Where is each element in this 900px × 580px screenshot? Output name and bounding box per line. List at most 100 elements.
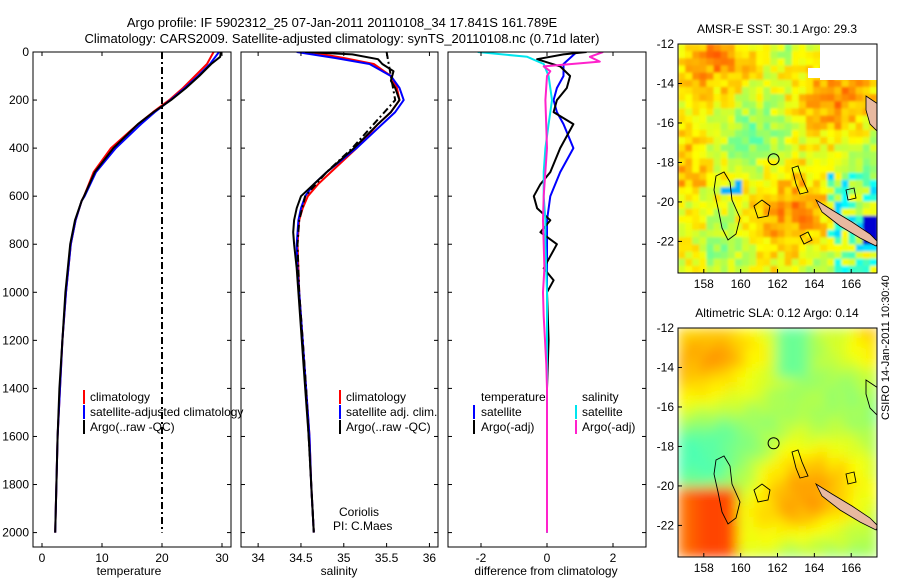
map-cell xyxy=(692,151,700,160)
map-cell xyxy=(777,222,786,231)
map-cell xyxy=(767,467,779,478)
map-cell xyxy=(841,230,850,238)
map-cell xyxy=(862,194,871,203)
map-cell xyxy=(834,194,843,203)
map-cell xyxy=(717,427,729,439)
map-cell xyxy=(757,417,769,429)
map-cell xyxy=(713,129,722,138)
map-cell xyxy=(685,101,693,110)
map-cell xyxy=(737,347,749,359)
map-cell xyxy=(756,44,764,52)
map-cell xyxy=(827,527,838,538)
map-cell xyxy=(707,477,719,488)
map-cell xyxy=(841,179,850,188)
map-cell xyxy=(820,244,828,253)
map-cell xyxy=(841,244,850,253)
map-cell xyxy=(770,265,779,273)
map-cell xyxy=(734,65,743,74)
map-cell xyxy=(805,165,814,174)
map-cell xyxy=(717,397,729,409)
map-cell xyxy=(791,172,800,181)
map-cell xyxy=(727,158,736,167)
map-cell xyxy=(813,115,821,124)
map-cell xyxy=(867,337,877,349)
map-cell xyxy=(770,151,779,160)
x-tick-label: 30 xyxy=(215,551,229,565)
legend-label-temp-satellite: satellite xyxy=(481,405,522,419)
map-cell xyxy=(699,65,708,74)
sla-map-panel: Altimetric SLA: 0.12 Argo: 0.14 158 160 16… xyxy=(657,306,878,575)
map-cell xyxy=(770,51,779,59)
map-cell xyxy=(834,151,843,160)
map-cell xyxy=(747,387,759,399)
map-cell xyxy=(747,407,759,419)
map-cell xyxy=(699,230,708,238)
map-cell xyxy=(678,51,686,59)
map-cell xyxy=(837,447,848,459)
map-cell xyxy=(784,144,793,152)
map-cell xyxy=(797,357,808,369)
map-cell xyxy=(847,447,858,459)
map-cell xyxy=(692,165,700,174)
map-y-tick-label: -16 xyxy=(657,116,675,130)
map-cell xyxy=(827,137,835,145)
map-cell xyxy=(763,108,771,117)
map-cell xyxy=(847,547,858,557)
map-cell xyxy=(813,137,821,145)
map-cell xyxy=(862,179,871,188)
map-cell xyxy=(847,457,858,468)
map-cell xyxy=(791,222,800,231)
map-cell xyxy=(805,230,814,238)
map-cell xyxy=(805,101,814,110)
map-cell xyxy=(685,222,693,231)
map-cell xyxy=(734,44,743,52)
map-cell xyxy=(717,417,729,429)
map-cell xyxy=(678,537,689,548)
map-cell xyxy=(777,527,789,538)
map-x-tick-label: 164 xyxy=(804,277,824,291)
map-cell xyxy=(737,417,749,429)
map-cell xyxy=(699,86,708,95)
map-cell xyxy=(720,94,729,102)
map-cell xyxy=(678,357,689,369)
map-cell xyxy=(727,101,736,110)
map-cell xyxy=(741,108,750,117)
map-cell xyxy=(784,222,793,231)
map-cell xyxy=(797,487,808,498)
legend-heading-salinity: salinity xyxy=(582,390,619,404)
map-cell xyxy=(817,437,828,449)
map-cell xyxy=(747,377,759,389)
map-cell xyxy=(692,72,700,81)
map-cell xyxy=(741,208,750,217)
map-cell xyxy=(756,58,764,67)
map-cell xyxy=(727,258,736,267)
map-cell xyxy=(805,122,814,131)
map-cell xyxy=(784,158,793,167)
map-cell xyxy=(734,237,743,245)
map-cell xyxy=(741,251,750,260)
map-cell xyxy=(813,187,821,195)
map-cell xyxy=(720,244,729,253)
map-cell xyxy=(869,172,877,181)
map-cell xyxy=(757,357,769,369)
map-cell xyxy=(857,337,868,349)
reef-outline xyxy=(791,165,809,195)
y-tick-label: 400 xyxy=(9,141,29,155)
map-cell xyxy=(777,387,789,399)
map-cell xyxy=(862,172,871,181)
map-cell xyxy=(727,230,736,238)
map-cell xyxy=(848,165,857,174)
map-cell xyxy=(813,265,821,273)
map-cell xyxy=(692,79,700,88)
map-cell xyxy=(813,165,821,174)
map-cell xyxy=(727,208,736,217)
new-caledonia-land xyxy=(815,198,877,247)
map-cell xyxy=(685,230,693,238)
map-cell xyxy=(805,44,814,52)
map-cell xyxy=(706,72,715,81)
map-cell xyxy=(784,72,793,81)
map-cell xyxy=(727,387,739,399)
map-cell xyxy=(678,144,686,152)
legend-label-satellite: satellite adj. clim. xyxy=(346,405,437,419)
map-cell xyxy=(820,258,828,267)
